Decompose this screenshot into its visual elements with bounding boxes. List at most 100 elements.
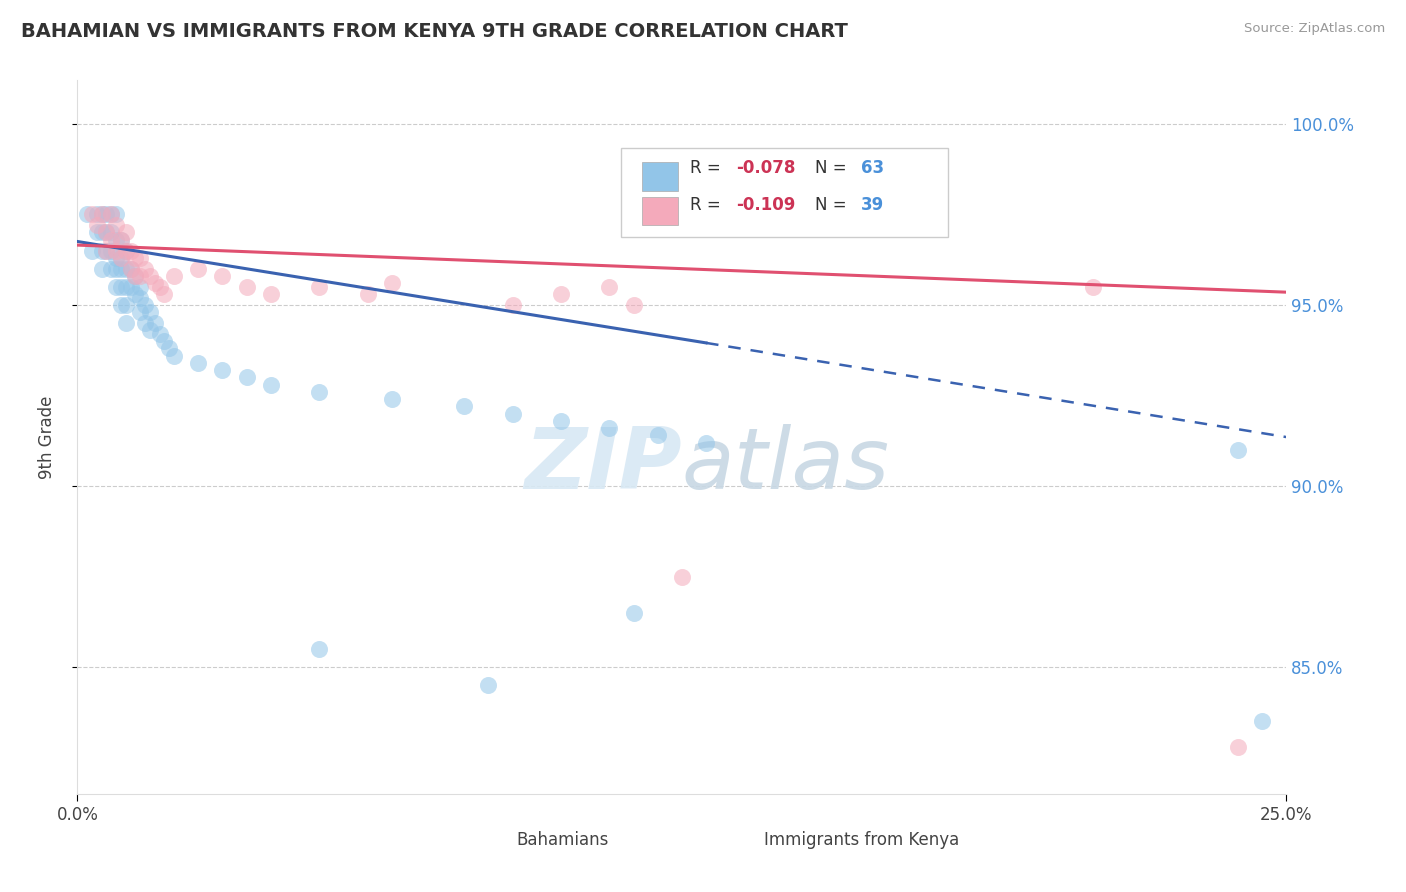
Point [260, 287, 283, 301]
Point [623, 298, 645, 312]
Point [647, 428, 669, 442]
Point [86, 218, 108, 232]
Point [477, 678, 499, 692]
Point [90, 207, 112, 221]
Text: Source: ZipAtlas.com: Source: ZipAtlas.com [1244, 22, 1385, 36]
Point [139, 305, 162, 319]
Point [105, 261, 128, 276]
Point [381, 392, 404, 406]
Point [153, 287, 176, 301]
FancyBboxPatch shape [470, 824, 505, 855]
Point [695, 435, 717, 450]
Point [114, 279, 136, 293]
FancyBboxPatch shape [643, 162, 678, 191]
Point [598, 279, 620, 293]
Point [129, 268, 152, 283]
Point [550, 287, 572, 301]
Point [100, 207, 122, 221]
Point [100, 207, 122, 221]
Point [260, 377, 283, 392]
Point [80, 207, 103, 221]
Point [163, 349, 186, 363]
Point [134, 316, 156, 330]
Text: N =: N = [815, 196, 852, 214]
Point [105, 251, 128, 265]
Point [110, 233, 132, 247]
Point [235, 370, 257, 384]
Point [139, 323, 162, 337]
Point [105, 279, 128, 293]
Point [114, 244, 136, 258]
Point [76, 207, 98, 221]
Point [1227, 739, 1250, 754]
Point [86, 207, 108, 221]
Y-axis label: 9th Grade: 9th Grade [38, 395, 56, 479]
Point [90, 244, 112, 258]
Point [187, 261, 209, 276]
Point [90, 261, 112, 276]
Point [129, 251, 152, 265]
Point [90, 207, 112, 221]
Point [235, 279, 257, 293]
Point [124, 251, 146, 265]
Point [105, 244, 128, 258]
Point [120, 261, 142, 276]
Point [114, 244, 136, 258]
Point [114, 261, 136, 276]
Text: Immigrants from Kenya: Immigrants from Kenya [763, 830, 959, 848]
Point [110, 233, 132, 247]
Point [96, 244, 118, 258]
Point [110, 298, 132, 312]
Point [124, 268, 146, 283]
Point [100, 244, 122, 258]
Point [120, 279, 142, 293]
Text: Bahamians: Bahamians [516, 830, 609, 848]
Text: atlas: atlas [682, 424, 890, 508]
Point [157, 342, 180, 356]
Point [502, 407, 524, 421]
Point [105, 207, 128, 221]
Point [139, 268, 162, 283]
Point [124, 268, 146, 283]
Point [134, 261, 156, 276]
Point [96, 226, 118, 240]
Point [114, 316, 136, 330]
Text: BAHAMIAN VS IMMIGRANTS FROM KENYA 9TH GRADE CORRELATION CHART: BAHAMIAN VS IMMIGRANTS FROM KENYA 9TH GR… [21, 22, 848, 41]
Text: 39: 39 [860, 196, 884, 214]
Text: 63: 63 [860, 159, 884, 177]
Point [1251, 714, 1274, 729]
Point [96, 244, 118, 258]
Point [129, 279, 152, 293]
Point [110, 279, 132, 293]
Point [453, 399, 475, 413]
Point [143, 316, 166, 330]
Point [308, 279, 330, 293]
Point [211, 268, 233, 283]
Point [110, 251, 132, 265]
Point [143, 276, 166, 290]
Point [105, 218, 128, 232]
FancyBboxPatch shape [621, 148, 948, 237]
Point [129, 291, 152, 305]
Point [671, 569, 693, 583]
Point [598, 421, 620, 435]
Point [120, 261, 142, 276]
Point [80, 244, 103, 258]
Point [100, 233, 122, 247]
Point [129, 305, 152, 319]
Point [96, 226, 118, 240]
Point [163, 268, 186, 283]
Point [623, 606, 645, 620]
Point [308, 642, 330, 657]
Point [211, 363, 233, 377]
Text: ZIP: ZIP [524, 424, 682, 508]
Text: -0.078: -0.078 [737, 159, 796, 177]
Text: R =: R = [690, 159, 727, 177]
FancyBboxPatch shape [643, 196, 678, 225]
Point [100, 261, 122, 276]
Point [114, 226, 136, 240]
Point [124, 287, 146, 301]
Point [356, 287, 378, 301]
Point [105, 233, 128, 247]
Point [1227, 442, 1250, 457]
